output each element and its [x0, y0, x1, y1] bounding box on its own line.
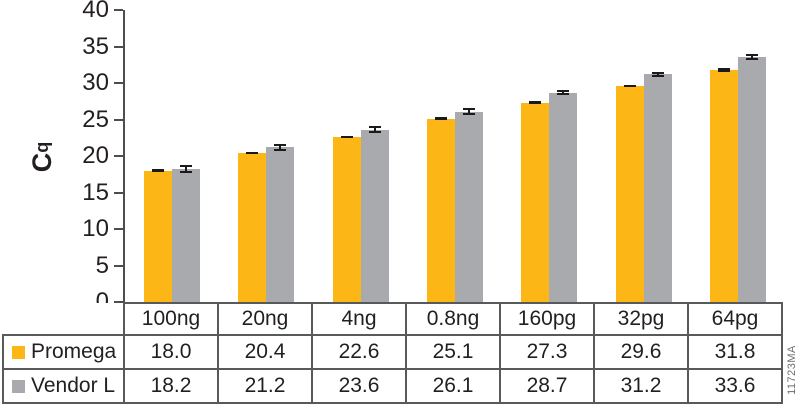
y-axis-tick-label: 30 [82, 69, 109, 96]
y-axis-tick-label: 25 [82, 105, 109, 133]
vendor-color-swatch [12, 379, 25, 393]
error-bar-promega-4ng [340, 135, 353, 139]
bar-vendor-l-4ng [360, 129, 389, 302]
category-cell: 4ng [311, 302, 407, 336]
category-cell: 0.8ng [405, 302, 501, 336]
category-cell: 32pg [593, 302, 689, 336]
y-axis-tick [114, 45, 123, 48]
bar-promega-160pg [521, 102, 550, 302]
bar-vendor-l-64pg [737, 56, 766, 302]
bar-promega-64pg [709, 69, 738, 302]
value-cell: 18.2 [123, 368, 219, 404]
category-row: 100ng 20ng 4ng 0.8ng 160pg 32pg 64pg [3, 302, 783, 336]
value-cell: 31.8 [687, 334, 783, 370]
bar-promega-0.8ng [427, 118, 455, 302]
table-corner-cell [3, 303, 124, 335]
error-bar-vendor-l-20ng [274, 143, 287, 151]
error-bar-promega-64pg [717, 68, 730, 72]
vendor-legend-label: Vendor L [31, 374, 116, 397]
error-bar-promega-20ng [246, 151, 259, 155]
bar-promega-100ng [144, 170, 173, 302]
error-bar-vendor-l-32pg [651, 71, 664, 77]
legend-vendor: Vendor L [2, 368, 125, 404]
y-axis-tick [114, 155, 123, 157]
error-bar-promega-160pg [529, 100, 542, 105]
bar-vendor-l-0.8ng [455, 111, 483, 302]
y-axis-tick [114, 118, 123, 121]
value-cell: 33.6 [687, 368, 783, 404]
error-bar-vendor-l-100ng [180, 165, 193, 174]
bar-vendor-l-160pg [549, 92, 578, 302]
y-axis-tick-label: 40 [82, 0, 109, 23]
y-axis-tick-label: 10 [82, 215, 109, 242]
bar-promega-32pg [615, 85, 644, 302]
bar-vendor-l-32pg [643, 74, 672, 302]
value-cell: 25.1 [405, 334, 501, 370]
value-cell: 21.2 [217, 368, 313, 404]
y-axis-tick-label: 20 [82, 142, 109, 169]
value-cell: 20.4 [217, 334, 313, 370]
error-bar-vendor-l-64pg [745, 53, 758, 60]
error-bar-vendor-l-160pg [557, 89, 570, 96]
plot-area: 0 5 10 15 20 25 30 35 40 [82, 0, 783, 314]
value-cell: 23.6 [311, 368, 407, 404]
y-axis-tick-label: 5 [95, 251, 109, 279]
category-cell: 160pg [499, 302, 595, 336]
value-cell: 27.3 [499, 334, 595, 370]
error-bar-vendor-l-4ng [368, 126, 381, 134]
value-cell: 31.2 [593, 368, 689, 404]
error-bar-promega-100ng [152, 169, 165, 172]
category-cell: 100ng [123, 302, 219, 336]
y-axis-tick [114, 301, 123, 303]
promega-row: Promega 18.0 20.4 22.6 25.1 27.3 29.6 31… [2, 334, 783, 370]
value-cell: 29.6 [593, 334, 689, 370]
legend-promega: Promega [2, 334, 125, 370]
category-cell: 64pg [687, 302, 783, 336]
bar-promega-20ng [238, 153, 267, 302]
error-bar-vendor-l-0.8ng [463, 108, 475, 115]
y-axis-tick [114, 191, 123, 194]
data-table: 100ng 20ng 4ng 0.8ng 160pg 32pg 64pg Pro… [2, 302, 783, 404]
error-bar-promega-32pg [623, 84, 636, 88]
part-number-label: 11723MA [786, 345, 798, 395]
promega-color-swatch [12, 345, 25, 359]
y-axis-tick [114, 82, 123, 84]
y-axis-tick [114, 9, 123, 11]
error-bar-promega-0.8ng [435, 116, 447, 121]
category-cell: 20ng [217, 302, 313, 336]
bar-promega-4ng [332, 137, 361, 302]
y-axis-tick [114, 264, 123, 267]
y-axis-title-main: C [26, 152, 57, 173]
y-axis-tick-label: 35 [82, 32, 109, 60]
bar-vendor-l-20ng [266, 147, 295, 302]
bar-vendor-l-100ng [172, 169, 201, 302]
value-cell: 26.1 [405, 368, 501, 404]
vendor-row: Vendor L 18.2 21.2 23.6 26.1 28.7 31.2 3… [2, 368, 783, 404]
y-axis-tick [114, 228, 123, 230]
y-axis-tick-label: 15 [82, 178, 109, 206]
value-cell: 18.0 [123, 334, 219, 370]
value-cell: 22.6 [311, 334, 407, 370]
promega-legend-label: Promega [31, 340, 117, 363]
value-cell: 28.7 [499, 368, 595, 404]
